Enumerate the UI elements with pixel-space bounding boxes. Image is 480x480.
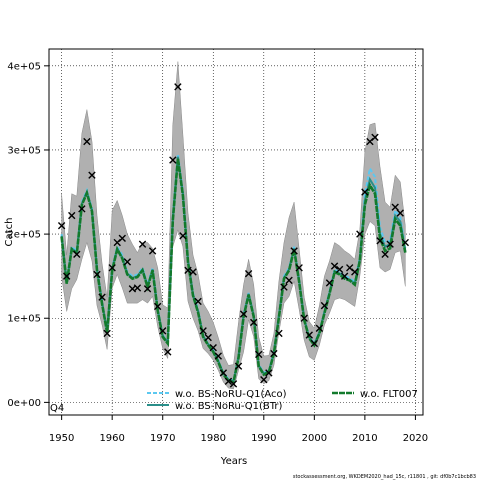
- x-axis-title: Years: [220, 456, 247, 467]
- y-tick-label: 2e+05: [7, 230, 41, 241]
- observed-point: [356, 230, 364, 238]
- observed-point: [290, 247, 298, 255]
- observed-point: [239, 310, 248, 318]
- observed-point: [260, 375, 268, 384]
- y-tick-label: 0e+00: [7, 398, 41, 409]
- observed-point: [199, 327, 207, 335]
- observed-point: [270, 349, 278, 358]
- observed-point: [335, 265, 344, 274]
- observed-point: [88, 171, 96, 179]
- observed-points: [57, 83, 410, 388]
- observed-point: [189, 268, 197, 276]
- plot-frame: [48, 48, 424, 416]
- observed-point: [103, 329, 111, 338]
- observed-point: [310, 339, 319, 348]
- observed-point: [386, 240, 394, 248]
- observed-point: [396, 209, 404, 217]
- y-tick-label: 1e+05: [7, 314, 41, 325]
- observed-point: [295, 264, 303, 272]
- observed-point: [285, 276, 293, 285]
- y-axis-title: Catch: [4, 218, 15, 247]
- corner-label: Q4: [50, 403, 64, 414]
- observed-point: [320, 301, 329, 310]
- observed-point: [300, 314, 308, 322]
- observed-point: [123, 258, 132, 266]
- x-tick-label: 1990: [251, 433, 276, 444]
- observed-point: [148, 247, 157, 255]
- observed-point: [62, 272, 71, 280]
- x-tick-label: 2000: [302, 433, 327, 444]
- x-tick-label: 2010: [352, 433, 377, 444]
- observed-point: [325, 279, 334, 287]
- observed-point: [93, 270, 101, 279]
- observed-point: [265, 369, 273, 377]
- observed-point: [209, 343, 217, 352]
- observed-point: [108, 264, 116, 272]
- x-axis-ticks: 1950 1960 1970 1980 1990 2000 2010 2020: [49, 415, 428, 444]
- legend-label-2: w.o. BS-NoRu-Q1(BTr): [175, 401, 283, 412]
- observed-point: [164, 348, 172, 356]
- observed-point: [361, 188, 369, 196]
- observed-point: [179, 232, 187, 240]
- observed-point: [78, 205, 86, 213]
- series-line-3: [60, 158, 407, 384]
- y-axis-ticks: 0e+00 1e+05 2e+05 3e+05 4e+05: [7, 61, 49, 409]
- observed-point: [98, 293, 106, 301]
- observed-point: [275, 329, 283, 338]
- observed-point: [244, 269, 253, 278]
- legend-label-3: w.o. FLT007: [360, 389, 418, 400]
- observed-point: [219, 369, 228, 377]
- observed-point: [401, 238, 410, 247]
- observed-point: [73, 250, 81, 258]
- observed-point: [280, 283, 288, 291]
- observed-point: [159, 327, 167, 335]
- observed-point: [229, 380, 238, 388]
- observed-point: [381, 250, 389, 258]
- x-tick-label: 1960: [99, 433, 124, 444]
- observed-point: [133, 284, 142, 292]
- observed-point: [57, 221, 66, 230]
- observed-point: [118, 234, 126, 243]
- observed-point: [83, 137, 91, 146]
- observed-point: [224, 377, 233, 386]
- observed-point: [169, 156, 177, 164]
- observed-point: [340, 272, 349, 280]
- legend-label-1: w.o. BS-NoRU-Q1(Aco): [175, 389, 287, 400]
- observed-point: [391, 203, 399, 211]
- observed-point: [194, 297, 202, 306]
- observed-point: [184, 266, 192, 274]
- observed-point: [234, 362, 243, 370]
- observed-point: [143, 285, 152, 293]
- legend: w.o. BS-NoRU-Q1(Aco)w.o. BS-NoRu-Q1(BTr)…: [147, 389, 418, 412]
- footer-text: stockassessment.org, WKDEM2020_had_15c, …: [293, 474, 476, 480]
- observed-point: [255, 350, 263, 359]
- y-tick-label: 3e+05: [7, 145, 41, 156]
- x-tick-label: 2020: [403, 433, 428, 444]
- observed-point: [351, 268, 359, 276]
- observed-point: [249, 318, 258, 327]
- grid: [49, 49, 423, 415]
- x-tick-label: 1950: [49, 433, 74, 444]
- x-tick-label: 1970: [150, 433, 175, 444]
- y-tick-label: 4e+05: [7, 61, 41, 72]
- observed-point: [68, 211, 76, 220]
- observed-point: [305, 331, 313, 339]
- observed-point: [153, 302, 162, 311]
- observed-point: [204, 333, 212, 342]
- observed-point: [371, 133, 379, 142]
- observed-point: [330, 262, 339, 270]
- observed-point: [376, 237, 384, 245]
- observed-point: [138, 240, 147, 248]
- x-tick-label: 1980: [201, 433, 226, 444]
- observed-point: [174, 83, 182, 91]
- observed-point: [315, 324, 324, 333]
- observed-point: [214, 352, 223, 360]
